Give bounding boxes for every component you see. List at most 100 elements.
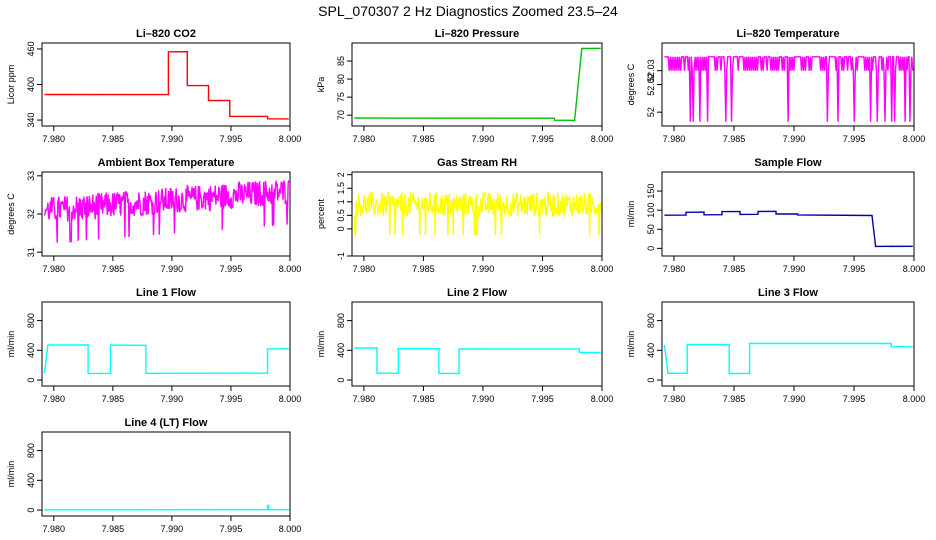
x-tick-label: 8.000 [279, 264, 302, 274]
x-tick-label: 7.985 [102, 264, 125, 274]
data-series-line [663, 342, 913, 375]
y-tick-label: 800 [646, 313, 656, 328]
y-axis-label: ml/min [626, 331, 636, 358]
y-axis-label: ml/min [6, 461, 16, 488]
plot-frame [351, 42, 603, 127]
x-tick-label: 7.980 [43, 134, 66, 144]
x-tick-label: 7.990 [161, 394, 184, 404]
x-tick-label: 7.990 [783, 264, 806, 274]
x-tick-label: 7.995 [220, 134, 243, 144]
y-axis-label: degrees C [6, 193, 16, 235]
x-tick-label: 7.990 [472, 394, 495, 404]
y-tick-label: 100 [646, 203, 656, 218]
x-tick-label: 7.995 [220, 394, 243, 404]
chart-title: Li–820 Temperature [736, 28, 839, 40]
data-series-line [44, 50, 289, 120]
x-tick-label: 7.980 [43, 264, 66, 274]
y-tick-label: 52.02 [646, 73, 656, 96]
y-tick-label: 0 [336, 378, 346, 383]
chart-title: Line 1 Flow [136, 287, 196, 299]
x-tick-label: 8.000 [903, 134, 926, 144]
y-tick-label: 150 [646, 184, 656, 199]
y-axis-label: ml/min [6, 331, 16, 358]
data-series-line [354, 47, 601, 122]
plot-frame [661, 171, 915, 257]
x-tick-label: 7.995 [531, 264, 554, 274]
x-tick-label: 7.980 [43, 394, 66, 404]
y-tick-label: 0 [336, 226, 346, 231]
x-tick-label: 7.990 [161, 264, 184, 274]
chart-panel-2: Li–820 Pressure 7.980 7.985 7.990 7.995 8.000… [316, 28, 613, 144]
y-tick-label: 460 [26, 41, 36, 56]
x-tick-label: 7.985 [102, 524, 125, 534]
x-tick-label: 7.995 [531, 394, 554, 404]
x-tick-label: 7.995 [843, 264, 866, 274]
plot-frame [351, 301, 603, 387]
data-series-line [353, 191, 602, 236]
y-tick-label: 0 [26, 508, 36, 513]
y-tick-label: 33 [26, 171, 36, 181]
x-tick-label: 8.000 [903, 394, 926, 404]
x-tick-label: 8.000 [591, 134, 614, 144]
chart-title: Li–820 Pressure [435, 28, 519, 40]
y-tick-label: 80 [336, 74, 346, 84]
data-series-line [664, 56, 914, 122]
y-tick-label: 52 [646, 107, 656, 117]
chart-panel-1: Li–820 CO2 7.980 7.985 7.990 7.995 8.000 340 40… [6, 28, 301, 144]
x-tick-label: 7.985 [412, 394, 435, 404]
y-axis-label: ml/min [626, 201, 636, 228]
x-tick-label: 7.990 [161, 134, 184, 144]
x-tick-label: 8.000 [279, 134, 302, 144]
y-axis-label: ml/min [316, 331, 326, 358]
x-tick-label: 7.995 [531, 134, 554, 144]
y-tick-label: 340 [26, 113, 36, 128]
chart-title: Line 3 Flow [758, 287, 818, 299]
plot-frame [41, 431, 291, 517]
y-tick-label: 75 [336, 92, 346, 102]
page-title: SPL_070307 2 Hz Diagnostics Zoomed 23.5–… [318, 3, 618, 19]
plot-frame [41, 42, 291, 127]
y-tick-label: 400 [26, 473, 36, 488]
chart-title: Line 2 Flow [447, 287, 507, 299]
x-tick-label: 7.985 [412, 264, 435, 274]
chart-panel-8: Line 2 Flow 7.980 7.985 7.990 7.995 8.000 0 400… [316, 287, 613, 404]
x-tick-label: 7.980 [353, 264, 376, 274]
x-tick-label: 7.990 [472, 264, 495, 274]
x-tick-label: 7.980 [43, 524, 66, 534]
data-series-line [43, 180, 290, 243]
x-tick-label: 8.000 [279, 394, 302, 404]
x-tick-label: 7.985 [723, 264, 746, 274]
x-tick-label: 7.980 [353, 134, 376, 144]
y-tick-label: 70 [336, 110, 346, 120]
x-tick-label: 7.995 [220, 264, 243, 274]
chart-title: Sample Flow [754, 157, 822, 169]
x-tick-label: 7.980 [663, 134, 686, 144]
y-tick-label: 400 [646, 343, 656, 358]
y-tick-label: 800 [336, 313, 346, 328]
x-tick-label: 7.985 [723, 134, 746, 144]
y-tick-label: 1.5 [336, 182, 346, 195]
y-tick-label: 32 [26, 209, 36, 219]
x-tick-label: 7.985 [102, 134, 125, 144]
x-tick-label: 7.990 [783, 394, 806, 404]
y-axis-label: kPa [316, 77, 326, 93]
y-tick-label: 1 [336, 199, 346, 204]
x-tick-label: 8.000 [903, 264, 926, 274]
x-tick-label: 7.980 [353, 394, 376, 404]
x-tick-label: 7.980 [663, 264, 686, 274]
y-tick-label: 0 [646, 246, 656, 251]
y-tick-label: 2 [336, 172, 346, 177]
y-tick-label: 31 [26, 247, 36, 257]
x-tick-label: 7.980 [663, 394, 686, 404]
y-tick-label: 400 [336, 343, 346, 358]
x-tick-label: 7.995 [843, 134, 866, 144]
y-axis-label: percent [316, 198, 326, 229]
chart-panel-3: Li–820 Temperature 7.980 7.985 7.990 7.995 8.… [626, 28, 925, 144]
chart-title: Li–820 CO2 [136, 28, 196, 40]
y-tick-label: 0 [26, 378, 36, 383]
y-axis-label: degrees C [626, 63, 636, 105]
data-series-line [664, 210, 913, 248]
y-tick-label: 400 [26, 343, 36, 358]
y-tick-label: 85 [336, 56, 346, 66]
